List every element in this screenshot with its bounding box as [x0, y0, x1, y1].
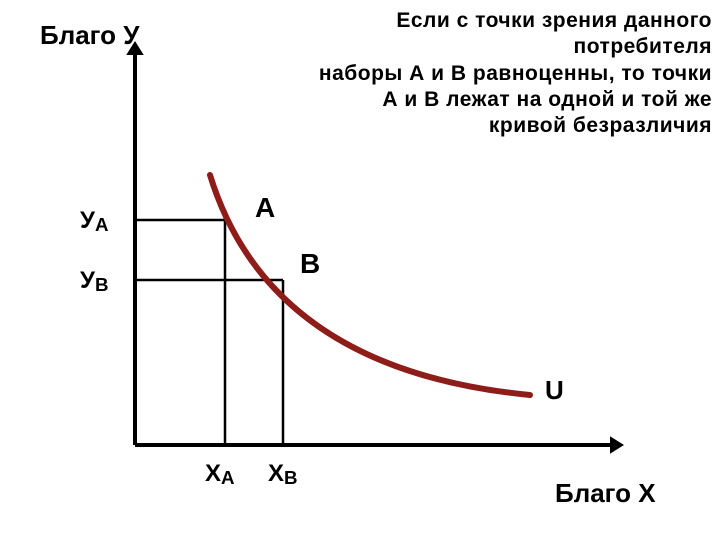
diagram-canvas: Если с точки зрения данного потребителя … — [0, 0, 720, 540]
diagram-svg — [0, 0, 720, 540]
